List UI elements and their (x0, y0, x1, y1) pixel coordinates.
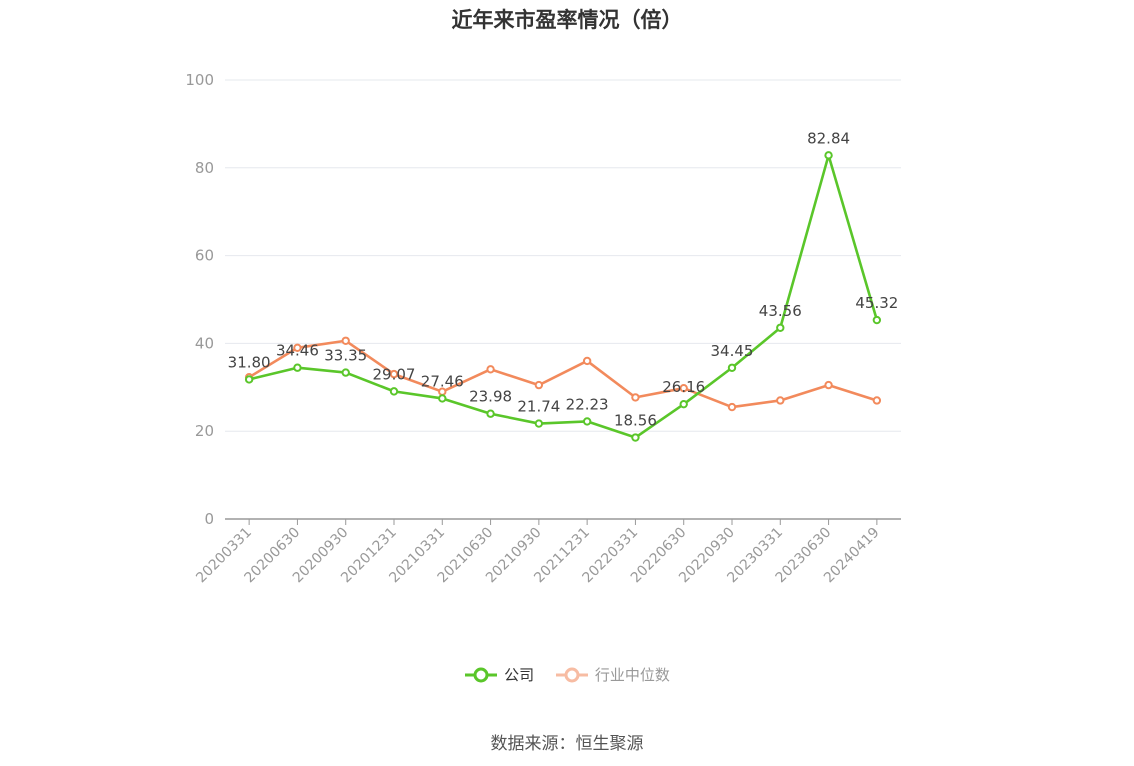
company-data-point (389, 387, 399, 396)
legend-company-marker-icon (465, 667, 498, 682)
legend-industry-marker-icon (555, 667, 588, 682)
company-data-label: 43.56 (759, 302, 802, 320)
company-series-line (248, 154, 879, 439)
company-data-label: 26.16 (662, 378, 705, 396)
company-data-point (244, 375, 254, 384)
company-data-point (631, 433, 640, 442)
industry-data-point (293, 343, 302, 352)
company-data-label: 45.32 (855, 294, 898, 312)
y-tick-label: 40 (195, 334, 214, 352)
industry-series-line (248, 339, 878, 409)
company-data-point (824, 151, 833, 160)
legend-company-label: 公司 (504, 666, 535, 684)
company-data-label: 27.46 (421, 372, 464, 390)
company-data-point (293, 363, 302, 372)
company-data-label: 31.80 (228, 353, 271, 371)
y-tick-label: 100 (185, 71, 214, 89)
industry-data-point (631, 393, 640, 402)
company-data-point (582, 417, 592, 426)
industry-data-point (341, 336, 350, 345)
company-data-point (727, 363, 737, 372)
company-data-point (872, 315, 882, 325)
legend-industry-label: 行业中位数 (594, 666, 670, 684)
industry-data-point (872, 396, 882, 405)
company-data-label: 23.98 (469, 388, 512, 406)
y-tick-label: 0 (204, 510, 214, 528)
industry-data-point (582, 356, 592, 366)
industry-data-point (824, 380, 833, 390)
company-data-point (341, 368, 350, 377)
company-data-label: 22.23 (566, 395, 609, 413)
data-source-note: 数据来源：恒生聚源 (490, 734, 644, 754)
chart-legend: 公司 行业中位数 (0, 664, 1134, 687)
company-data-label: 18.56 (614, 412, 657, 430)
industry-data-point (486, 365, 495, 374)
industry-data-point (727, 402, 737, 412)
company-data-point (776, 323, 785, 332)
company-data-label: 21.74 (517, 398, 560, 416)
company-data-label: 29.07 (373, 365, 416, 383)
company-data-point (438, 394, 447, 403)
chart-title: 近年来市盈率情况（倍） (451, 8, 683, 32)
y-tick-label: 60 (195, 247, 214, 265)
industry-data-point (679, 383, 688, 393)
industry-data-point (534, 380, 544, 390)
y-tick-label: 20 (195, 422, 214, 440)
company-data-label: 33.35 (324, 347, 367, 365)
company-data-point (534, 419, 544, 428)
company-data-label: 34.45 (711, 342, 754, 360)
industry-data-point (389, 369, 399, 379)
legend-item-company[interactable]: 公司 (464, 664, 534, 685)
company-data-point (486, 409, 495, 418)
company-data-label: 82.84 (807, 129, 850, 147)
company-data-label: 34.46 (276, 342, 319, 360)
y-tick-label: 80 (195, 159, 214, 177)
legend-item-industry[interactable]: 行业中位数 (555, 664, 670, 685)
industry-data-point (776, 396, 785, 405)
company-data-point (679, 399, 688, 409)
